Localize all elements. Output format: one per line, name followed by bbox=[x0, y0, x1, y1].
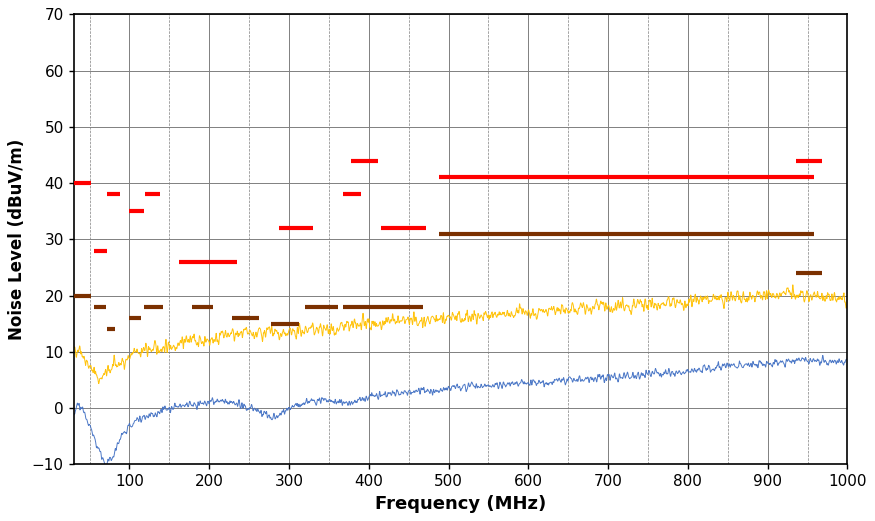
Y-axis label: Noise Level (dBuV/m): Noise Level (dBuV/m) bbox=[9, 139, 26, 340]
X-axis label: Frequency (MHz): Frequency (MHz) bbox=[374, 494, 546, 513]
